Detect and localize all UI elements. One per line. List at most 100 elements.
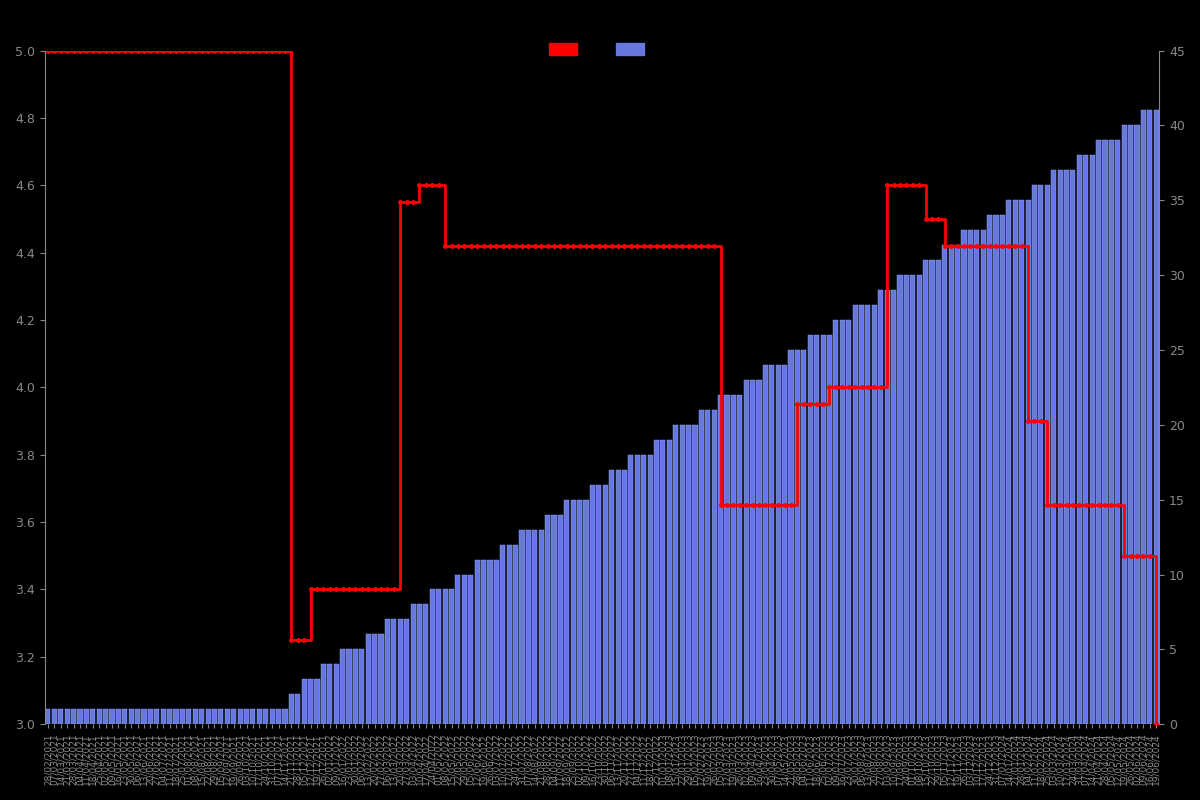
Bar: [97, 710, 102, 724]
Bar: [1026, 200, 1031, 724]
Bar: [487, 559, 492, 724]
Bar: [493, 559, 499, 724]
Bar: [474, 559, 480, 724]
Bar: [1090, 155, 1094, 724]
Bar: [667, 440, 672, 724]
Bar: [1045, 186, 1050, 724]
Bar: [366, 634, 371, 724]
Bar: [232, 710, 236, 724]
Bar: [1000, 215, 1006, 724]
Bar: [167, 710, 173, 724]
Bar: [994, 215, 998, 724]
Bar: [865, 305, 870, 724]
Bar: [500, 545, 505, 724]
Bar: [58, 710, 64, 724]
Bar: [1084, 155, 1088, 724]
Bar: [917, 275, 922, 724]
Bar: [199, 710, 204, 724]
Bar: [1134, 126, 1140, 724]
Bar: [616, 470, 620, 724]
Bar: [725, 395, 730, 724]
Bar: [116, 710, 121, 724]
Bar: [404, 619, 409, 724]
Bar: [988, 215, 992, 724]
Bar: [539, 530, 544, 724]
Bar: [610, 470, 614, 724]
Bar: [526, 530, 530, 724]
Bar: [756, 380, 762, 724]
Bar: [295, 694, 300, 724]
Bar: [821, 335, 826, 724]
Bar: [712, 410, 716, 724]
Bar: [955, 245, 960, 724]
Bar: [602, 485, 608, 724]
Bar: [802, 350, 806, 724]
Bar: [1122, 126, 1127, 724]
Bar: [1070, 170, 1075, 724]
Bar: [686, 425, 691, 724]
Bar: [629, 454, 634, 724]
Bar: [391, 619, 396, 724]
Bar: [244, 710, 250, 724]
Bar: [980, 230, 985, 724]
Bar: [218, 710, 223, 724]
Bar: [410, 605, 415, 724]
Bar: [859, 305, 864, 724]
Bar: [270, 710, 275, 724]
Bar: [430, 590, 434, 724]
Bar: [1103, 140, 1108, 724]
Bar: [930, 260, 935, 724]
Bar: [1013, 200, 1018, 724]
Bar: [212, 710, 217, 724]
Bar: [353, 650, 358, 724]
Bar: [884, 290, 889, 724]
Bar: [545, 514, 550, 724]
Bar: [90, 710, 95, 724]
Bar: [174, 710, 179, 724]
Bar: [942, 245, 947, 724]
Bar: [1141, 110, 1146, 724]
Bar: [128, 710, 133, 724]
Bar: [890, 290, 896, 724]
Bar: [372, 634, 377, 724]
Bar: [635, 454, 640, 724]
Bar: [359, 650, 365, 724]
Bar: [424, 605, 428, 724]
Bar: [385, 619, 390, 724]
Bar: [462, 574, 467, 724]
Bar: [571, 500, 576, 724]
Bar: [961, 230, 966, 724]
Bar: [1153, 110, 1159, 724]
Bar: [46, 710, 50, 724]
Bar: [257, 710, 262, 724]
Bar: [308, 679, 313, 724]
Bar: [814, 335, 820, 724]
Bar: [1096, 140, 1102, 724]
Bar: [744, 380, 749, 724]
Bar: [1128, 126, 1133, 724]
Bar: [161, 710, 166, 724]
Bar: [155, 710, 160, 724]
Bar: [122, 710, 127, 724]
Bar: [552, 514, 557, 724]
Bar: [706, 410, 710, 724]
Bar: [558, 514, 563, 724]
Bar: [193, 710, 198, 724]
Bar: [436, 590, 442, 724]
Bar: [775, 365, 781, 724]
Bar: [205, 710, 211, 724]
Bar: [679, 425, 685, 724]
Bar: [455, 574, 461, 724]
Bar: [65, 710, 70, 724]
Bar: [340, 650, 346, 724]
Bar: [416, 605, 422, 724]
Bar: [923, 260, 928, 724]
Bar: [1051, 170, 1056, 724]
Legend: , : ,: [544, 38, 660, 62]
Bar: [1115, 140, 1121, 724]
Bar: [622, 470, 628, 724]
Bar: [904, 275, 908, 724]
Bar: [180, 710, 185, 724]
Bar: [514, 545, 518, 724]
Bar: [52, 710, 56, 724]
